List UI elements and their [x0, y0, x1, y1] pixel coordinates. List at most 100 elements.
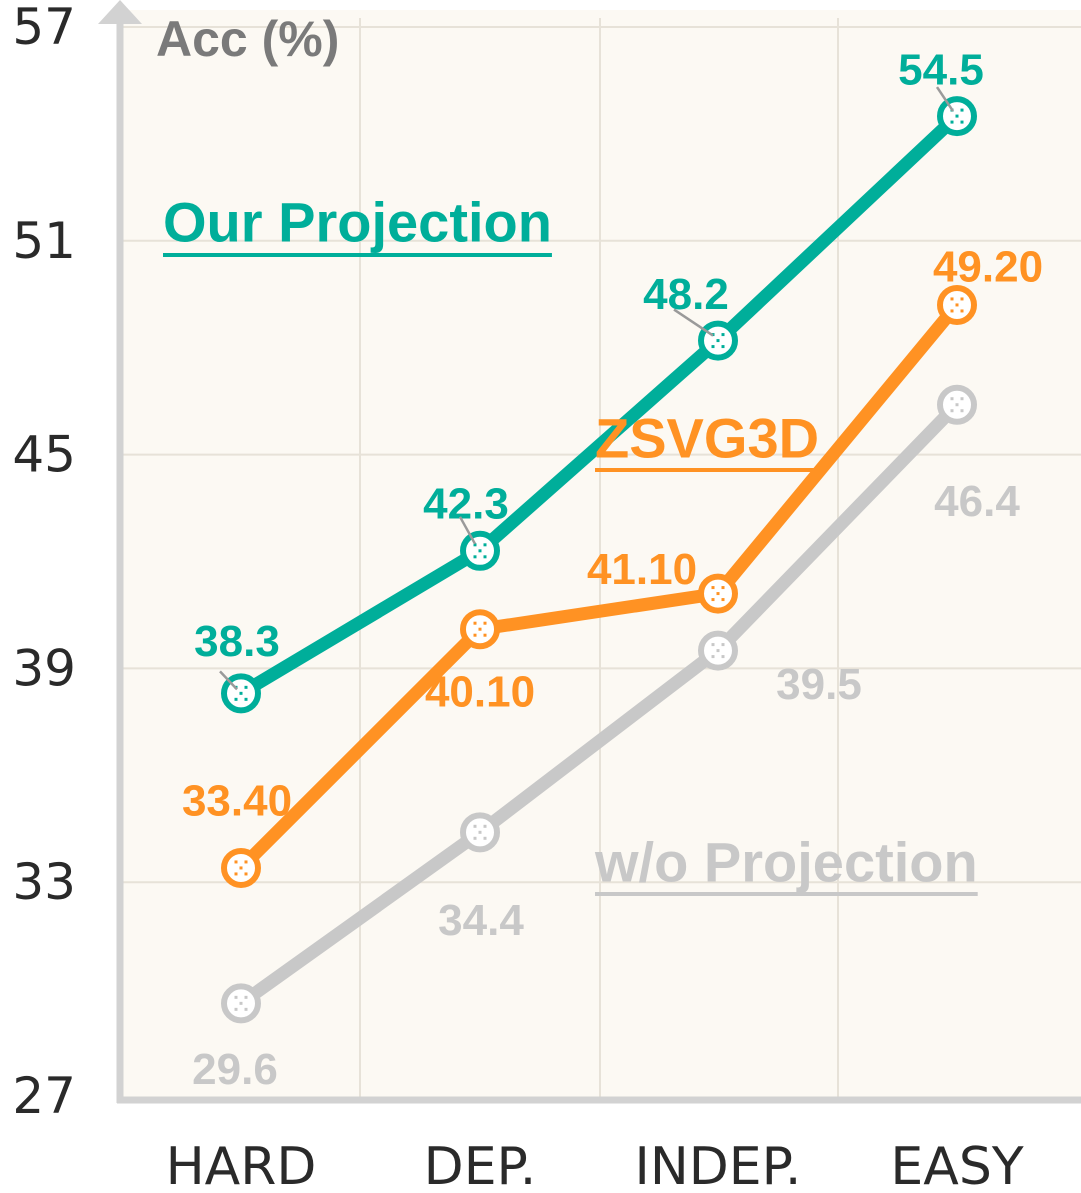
y-tick-label: 33 [12, 853, 76, 911]
data-label: 42.3 [423, 479, 509, 528]
marker-dot [244, 872, 248, 876]
marker-dot [483, 621, 487, 625]
marker-dot [960, 297, 964, 301]
marker-dot [955, 114, 959, 118]
marker-dot [721, 598, 725, 602]
marker-dot [473, 555, 477, 559]
x-tick-labels: HARD DEP. INDEP. EASY [166, 1137, 1024, 1193]
marker-dot [721, 345, 725, 349]
marker-dot [955, 403, 959, 407]
marker-dot [716, 649, 720, 653]
data-label: 49.20 [933, 242, 1043, 291]
marker-dot [711, 598, 715, 602]
marker-dot [478, 549, 482, 553]
marker-dot [483, 633, 487, 637]
data-label: 39.5 [776, 660, 862, 709]
marker-dot [960, 309, 964, 313]
marker-dot [960, 108, 964, 112]
marker-dot [950, 397, 954, 401]
marker-dot [950, 120, 954, 124]
marker-dot [234, 872, 238, 876]
marker-dot [473, 621, 477, 625]
marker-dot [244, 860, 248, 864]
legend-label-zsvg3d: ZSVG3D [595, 407, 819, 470]
marker-dot [483, 555, 487, 559]
marker-dot [239, 691, 243, 695]
data-label: 54.5 [898, 46, 984, 95]
marker-dot [721, 333, 725, 337]
marker-dot [473, 836, 477, 840]
marker-dot [955, 303, 959, 307]
data-label: 48.2 [643, 270, 729, 319]
marker-dot [960, 120, 964, 124]
x-tick-label: INDEP. [635, 1137, 802, 1193]
y-tick-label: 45 [12, 426, 76, 484]
data-label: 33.40 [182, 776, 292, 825]
y-axis-label: Acc (%) [156, 11, 339, 67]
legend-label-w-o-projection: w/o Projection [594, 831, 978, 894]
axes [98, 0, 1081, 1104]
label-leader-line [935, 86, 955, 112]
series-line [234, 109, 964, 700]
marker-dot [716, 592, 720, 596]
x-tick-label: HARD [166, 1137, 317, 1193]
marker-dot [244, 685, 248, 689]
marker-dot [244, 995, 248, 999]
legend-labels: Our Projection ZSVG3D w/o Projection [163, 191, 978, 896]
series-w-o-projection [221, 384, 977, 1024]
series-zsvg3d [221, 284, 977, 888]
label-leader-line [673, 308, 714, 337]
marker-dot [234, 860, 238, 864]
series-line [234, 398, 964, 1010]
marker-dot [244, 697, 248, 701]
marker-dot [234, 1007, 238, 1011]
marker-dot [711, 643, 715, 647]
y-tick-label: 39 [12, 639, 76, 697]
marker-dot [950, 309, 954, 313]
label-leader-line [219, 670, 238, 691]
x-tick-label: DEP. [424, 1137, 537, 1193]
series-layer [221, 96, 977, 1024]
marker-dot [473, 633, 477, 637]
x-tick-label: EASY [890, 1137, 1023, 1193]
marker-dot [239, 866, 243, 870]
marker-dot [721, 643, 725, 647]
marker-dot [716, 339, 720, 343]
marker-dot [721, 655, 725, 659]
marker-dot [473, 824, 477, 828]
marker-dot [711, 655, 715, 659]
marker-dot [234, 697, 238, 701]
marker-dot [960, 409, 964, 413]
marker-dot [244, 1007, 248, 1011]
marker-dot [234, 995, 238, 999]
data-label: 41.10 [587, 545, 697, 594]
data-label: 38.3 [194, 617, 280, 666]
marker-dot [478, 627, 482, 631]
marker-dot [483, 836, 487, 840]
y-tick-labels: 27 33 39 45 51 57 [12, 0, 76, 1125]
legend-label-our-projection: Our Projection [163, 191, 552, 254]
marker-dot [711, 345, 715, 349]
marker-dot [721, 586, 725, 590]
series-line [234, 298, 964, 875]
marker-dot [950, 409, 954, 413]
data-label: 29.6 [192, 1045, 278, 1094]
y-tick-label: 51 [12, 212, 76, 270]
marker-dot [473, 543, 477, 547]
marker-dot [960, 397, 964, 401]
marker-dot [711, 586, 715, 590]
marker-dot [483, 543, 487, 547]
marker-dot [483, 824, 487, 828]
data-label: 34.4 [438, 896, 524, 945]
label-leader-line [458, 516, 477, 545]
data-label: 46.4 [934, 477, 1020, 526]
data-labels: 38.3 42.3 48.2 54.5 33.40 40.10 41.10 49.20 29.6… [182, 46, 1043, 1094]
y-tick-label: 27 [12, 1067, 76, 1125]
y-axis-arrowhead [98, 0, 142, 24]
marker-dot [239, 1001, 243, 1005]
marker-dot [950, 297, 954, 301]
marker-dot [478, 830, 482, 834]
data-label: 40.10 [425, 668, 535, 717]
y-tick-label: 57 [12, 0, 76, 56]
